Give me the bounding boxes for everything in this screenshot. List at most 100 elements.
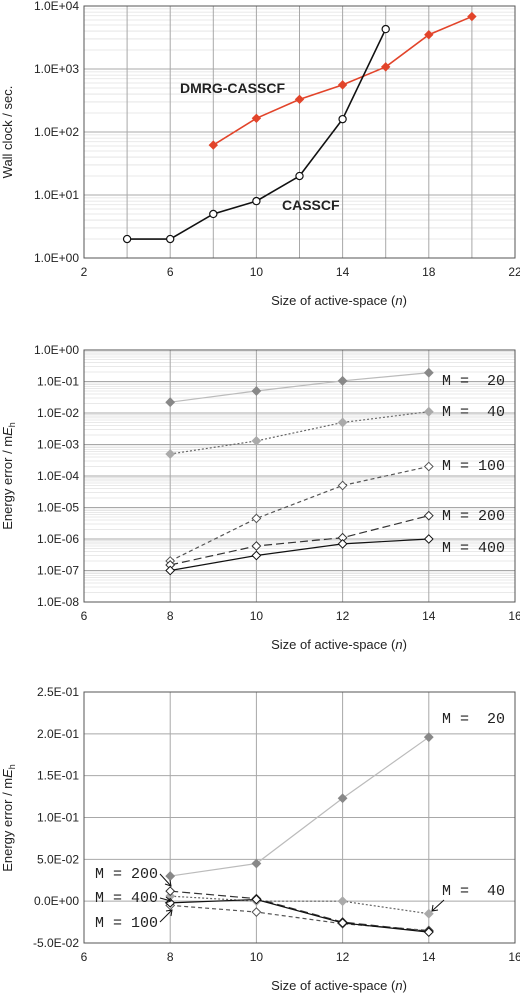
data-point — [165, 897, 176, 908]
data-point — [251, 894, 262, 905]
label-m-400: M = 400 — [95, 890, 158, 907]
data-point — [251, 436, 262, 446]
y-tick-label: 5.0E-02 — [37, 852, 79, 866]
casscf-label: CASSCF — [282, 197, 340, 213]
x-tick-label: 10 — [250, 950, 264, 964]
label-m-200: M = 200 — [95, 866, 158, 883]
series-line — [170, 890, 429, 932]
arrow-m-400 — [159, 897, 172, 902]
data-point — [380, 62, 391, 72]
y-tick-label: 2.5E-01 — [37, 685, 79, 699]
y-tick-labels: -5.0E-02 0.0E+00 5.0E-02 1.0E-01 1.5E-01 2.0E… — [33, 685, 79, 950]
energy-error-linear-chart: 6 8 10 12 14 16 -5.0E-02 0.0E+00 5.0E-02 1.0E-01… — [0, 685, 520, 993]
y-tick-label: 1.0E+00 — [34, 251, 79, 265]
x-tick-label: 18 — [422, 265, 436, 279]
dmrg-casscf-label: DMRG-CASSCF — [180, 80, 285, 96]
y-tick-label: 1.0E-02 — [37, 406, 79, 420]
data-point — [337, 896, 348, 907]
wall-clock-chart: 2 6 10 14 18 22 1.0E+001.0E+011.0E+021.0E+031… — [0, 0, 520, 308]
x-tick-label: 10 — [250, 265, 264, 279]
x-tick-labels: 6 8 10 12 14 16 — [81, 950, 520, 964]
label-m-100: M = 100 — [442, 458, 505, 475]
y-tick-label: 1.0E-01 — [37, 375, 79, 389]
data-point — [251, 858, 262, 869]
arrow-m-100-head — [165, 909, 173, 917]
chart-grid — [83, 5, 516, 259]
series-line — [170, 736, 430, 877]
data-point — [209, 209, 218, 219]
x-axis-label: Size of active-space (n) — [271, 978, 407, 993]
data-point — [337, 918, 348, 928]
y-tick-label: 1.0E-05 — [37, 501, 79, 515]
x-tick-labels: 6 8 10 12 14 16 — [81, 609, 520, 623]
x-tick-label: 14 — [422, 950, 436, 964]
x-tick-label: 8 — [167, 609, 174, 623]
x-tick-label: 10 — [250, 609, 264, 623]
label-m-200: M = 200 — [442, 508, 505, 525]
y-tick-label: 1.0E+04 — [34, 0, 79, 13]
data-point — [251, 513, 262, 524]
data-point — [165, 234, 175, 244]
data-point — [337, 793, 348, 804]
series-layer — [165, 732, 434, 938]
data-point — [165, 565, 176, 576]
data-point — [423, 908, 434, 919]
label-m-40: M = 40 — [442, 404, 505, 421]
data-point — [338, 114, 347, 124]
data-point — [423, 367, 434, 378]
series-line — [170, 898, 429, 933]
y-tick-label: 1.0E+00 — [34, 343, 79, 357]
x-tick-label: 16 — [508, 950, 520, 964]
x-tick-label: 14 — [336, 265, 350, 279]
x-tick-label: 6 — [167, 265, 174, 279]
chart-grid — [83, 349, 516, 603]
x-axis-label: Size of active-space (n) — [271, 637, 407, 652]
x-tick-label: 8 — [167, 950, 174, 964]
data-point — [337, 375, 348, 386]
series-line — [170, 538, 429, 572]
arrow-m-400-head — [164, 896, 173, 904]
data-point — [337, 538, 348, 549]
data-point — [423, 927, 434, 938]
data-point — [337, 417, 348, 428]
data-point — [252, 196, 261, 206]
label-m-400: M = 400 — [442, 540, 505, 557]
data-point — [423, 461, 434, 472]
y-tick-label: 1.5E-01 — [37, 769, 79, 783]
data-point — [381, 24, 390, 34]
y-tick-labels: 1.0E+00 1.0E+01 1.0E+02 1.0E+03 1.0E+04 — [34, 0, 79, 265]
x-tick-label: 16 — [508, 609, 520, 623]
x-tick-label: 12 — [336, 950, 350, 964]
y-tick-label: 1.0E-03 — [37, 438, 79, 452]
series-line — [170, 904, 429, 932]
y-tick-label: 1.0E-01 — [37, 811, 79, 825]
x-tick-label: 12 — [336, 609, 350, 623]
data-point — [208, 140, 219, 150]
label-m-20: M = 20 — [442, 711, 505, 728]
data-point — [251, 550, 262, 561]
y-tick-label: 1.0E-08 — [37, 595, 79, 609]
series-line — [170, 515, 429, 566]
data-point — [424, 30, 434, 40]
data-point — [251, 541, 262, 551]
data-point — [423, 732, 434, 743]
plot-frame — [83, 691, 516, 944]
energy-error-log-chart: 6 8 10 12 14 16 1.0E-081.0E-071.0E-061.0E-051… — [0, 343, 520, 652]
y-axis-label: Wall clock / sec. — [0, 86, 15, 179]
data-point — [165, 449, 176, 459]
data-point — [337, 80, 348, 90]
y-tick-label: 1.0E-07 — [37, 564, 79, 578]
label-m-40: M = 40 — [442, 883, 505, 900]
series-line — [170, 895, 429, 915]
data-point — [165, 871, 176, 881]
data-point — [251, 907, 262, 917]
arrow-m-40 — [431, 899, 445, 912]
y-tick-label: 2.0E-01 — [37, 727, 79, 741]
x-tick-label: 6 — [81, 609, 88, 623]
data-point — [251, 113, 262, 124]
label-m-20: M = 20 — [442, 373, 505, 390]
arrow-m-40-head — [431, 904, 439, 912]
y-tick-label: 1.0E+03 — [34, 62, 79, 76]
arrow-m-200 — [159, 873, 172, 887]
